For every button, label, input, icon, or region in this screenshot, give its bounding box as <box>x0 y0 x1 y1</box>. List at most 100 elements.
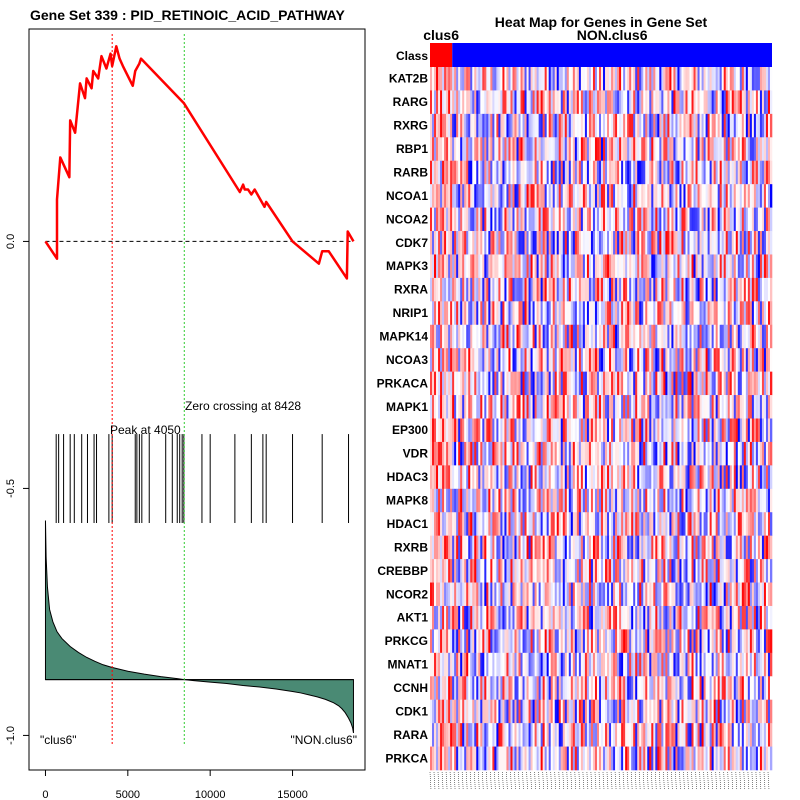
heatmap-cell <box>643 395 646 419</box>
heatmap-cell <box>717 160 720 185</box>
heatmap-cell <box>584 254 588 279</box>
heatmap-cell <box>603 324 606 349</box>
heatmap-cell <box>578 559 582 583</box>
heatmap-cell <box>442 348 445 372</box>
heatmap-cell <box>749 582 753 607</box>
heatmap-cell <box>524 465 527 490</box>
heatmap-cell <box>651 113 654 138</box>
heatmap-cell <box>534 441 537 466</box>
heatmap-cell <box>574 395 578 419</box>
heatmap-cell <box>687 395 690 419</box>
heatmap-cell <box>474 629 477 654</box>
heatmap-cell <box>695 488 698 513</box>
heatmap-cell <box>506 652 509 677</box>
heatmap-cell <box>432 371 435 396</box>
heatmap-cell <box>665 582 668 607</box>
heatmap-cell <box>755 113 759 138</box>
heatmap-cell <box>701 535 704 560</box>
heatmap-cell <box>759 723 763 747</box>
heatmap-cell <box>763 395 767 419</box>
heatmap-cell <box>478 699 481 724</box>
heatmap-cell <box>474 723 477 747</box>
heatmap-cell <box>661 254 664 279</box>
heatmap-cell <box>769 207 773 232</box>
heatmap-cell <box>454 629 457 654</box>
heatmap-cell <box>450 676 453 700</box>
heatmap-cell <box>735 160 739 185</box>
heatmap-cell <box>450 277 453 302</box>
heatmap-cell <box>430 160 433 185</box>
heatmap-cell <box>584 629 588 654</box>
heatmap-cell <box>677 395 680 419</box>
heatmap-cell <box>693 231 696 255</box>
heatmap-cell <box>506 559 509 583</box>
heatmap-cell <box>436 535 439 560</box>
heatmap-cell <box>605 184 608 208</box>
heatmap-cell <box>532 184 535 208</box>
heatmap-cell <box>699 652 702 677</box>
heatmap-cell <box>458 418 461 443</box>
heatmap-cell <box>564 67 568 91</box>
heatmap-cell <box>574 488 578 513</box>
heatmap-cell <box>530 418 533 443</box>
heatmap-cell <box>526 605 529 630</box>
heatmap-cell <box>713 441 716 466</box>
heatmap-cell <box>621 184 624 208</box>
heatmap-cell <box>592 465 596 490</box>
heatmap-cell <box>691 160 694 185</box>
heatmap-cell <box>749 441 753 466</box>
heatmap-cell <box>647 371 650 396</box>
heatmap-cell <box>663 277 666 302</box>
heatmap-cell <box>484 465 487 490</box>
heatmap-cell <box>611 371 614 396</box>
heatmap-cell <box>693 676 696 700</box>
heatmap-cell <box>657 676 660 700</box>
heatmap-cell <box>743 559 747 583</box>
heatmap-cell <box>703 512 706 536</box>
heatmap-cell <box>705 582 708 607</box>
heatmap-cell <box>613 301 616 326</box>
heatmap-cell <box>436 418 439 443</box>
heatmap-cell <box>749 160 753 185</box>
class-bar-segment <box>452 43 772 67</box>
heatmap-cell <box>542 582 545 607</box>
heatmap-cell <box>609 535 612 560</box>
heatmap-cell <box>621 231 624 255</box>
heatmap-cell <box>751 90 755 115</box>
heatmap-cell <box>568 418 572 443</box>
heatmap-cell <box>494 254 497 279</box>
heatmap-cell <box>564 676 568 700</box>
heatmap-cell <box>462 301 465 326</box>
heatmap-cell <box>629 324 632 349</box>
heatmap-cell <box>655 301 658 326</box>
heatmap-cell <box>757 465 761 490</box>
heatmap-cell <box>615 488 618 513</box>
heatmap-cell <box>578 488 582 513</box>
heatmap-cell <box>689 67 692 91</box>
heatmap-cell <box>526 324 529 349</box>
heatmap-cell <box>516 488 519 513</box>
heatmap-cell <box>619 231 622 255</box>
heatmap-cell <box>532 699 535 724</box>
heatmap-cell <box>699 207 702 232</box>
heatmap-cell <box>617 324 620 349</box>
heatmap-cell <box>617 348 620 372</box>
heatmap-cell <box>737 465 741 490</box>
heatmap-cell <box>603 465 606 490</box>
heatmap-cell <box>747 324 751 349</box>
heatmap-cell <box>727 676 731 700</box>
heatmap-cell <box>645 160 648 185</box>
heatmap-cell <box>536 559 539 583</box>
heatmap-cell <box>512 348 515 372</box>
heatmap-cell <box>462 160 465 185</box>
heatmap-cell <box>605 113 608 138</box>
heatmap-cell <box>474 371 477 396</box>
heatmap-cell <box>590 676 594 700</box>
heatmap-cell <box>759 184 763 208</box>
heatmap-cell <box>590 605 594 630</box>
heatmap-cell <box>588 723 592 747</box>
heatmap-cell <box>733 418 737 443</box>
heatmap-cell <box>568 371 572 396</box>
heatmap-cell <box>699 160 702 185</box>
heatmap-cell <box>544 723 547 747</box>
